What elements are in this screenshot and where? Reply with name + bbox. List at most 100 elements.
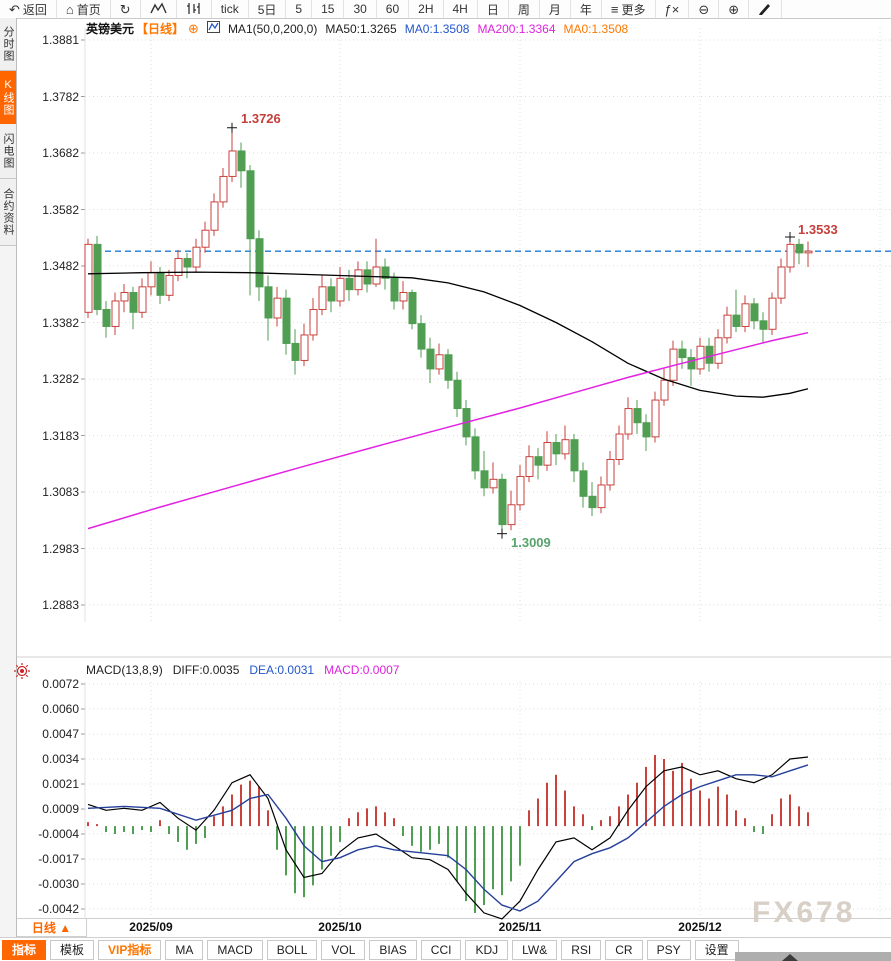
macd-axis-label: 0.0021: [42, 777, 79, 791]
ma0-orange-value: MA0:1.3508: [563, 21, 629, 36]
zoom-out-button[interactable]: ⊖: [689, 0, 720, 18]
price-axis-label: 1.2883: [42, 598, 79, 612]
indicator-settings-icon[interactable]: [13, 662, 31, 683]
macd-axis-label: -0.0030: [38, 877, 79, 891]
collapse-arrow-icon: [782, 954, 798, 961]
price-axis-label: 1.3881: [42, 33, 79, 47]
ma-config-label: MA1(50,0,200,0): [227, 21, 318, 36]
macd-axis-label: 0.0060: [42, 702, 79, 716]
month-label: 2025/10: [318, 920, 362, 934]
indicator-button-VOL[interactable]: VOL: [321, 939, 366, 960]
month-label: 2025/12: [678, 920, 722, 934]
period-badge[interactable]: 【日线】: [136, 22, 185, 36]
interval-2h-button[interactable]: 2H: [409, 0, 444, 18]
indicator-button-LW&[interactable]: LW&: [512, 939, 558, 960]
interval-4h-button[interactable]: 4H: [444, 0, 478, 18]
indicator-button-BIAS[interactable]: BIAS: [369, 939, 417, 960]
indicator-button-设置[interactable]: 设置: [694, 939, 739, 960]
interval-30-button[interactable]: 30: [344, 0, 377, 18]
interval-month-button[interactable]: 月: [540, 0, 571, 18]
sidebar-tab-K线图[interactable]: K线图: [0, 71, 16, 124]
indicator-button-VIP指标[interactable]: VIP指标: [98, 939, 162, 960]
mini-chart-icon: [206, 21, 220, 36]
line-chart-icon: [150, 2, 167, 17]
macd-axis-label: -0.0004: [38, 827, 79, 841]
add-indicator-icon[interactable]: ⊕: [188, 20, 199, 36]
macd-header: MACD(13,8,9) DIFF:0.0035 DEA:0.0031 MACD…: [86, 663, 399, 677]
month-label: 2025/09: [129, 920, 173, 934]
annotation-high: 1.3726: [241, 111, 281, 126]
interval-year-button[interactable]: 年: [571, 0, 602, 18]
indicator-button-KDJ[interactable]: KDJ: [465, 939, 509, 960]
indicator-button-CCI[interactable]: CCI: [420, 939, 462, 960]
price-axis-label: 1.3183: [42, 428, 79, 443]
indicator-button-指标[interactable]: 指标: [2, 939, 47, 960]
draw-icon: [758, 1, 772, 17]
top-toolbar: ↶ 返回 ⌂ 首页 ↻ tick 5日 5 15 30 60 2H 4H 日周月年 ≡ 更多 ƒ× ⊖ ⊕: [0, 0, 891, 19]
price-axis-label: 1.3782: [42, 89, 79, 104]
fx-button[interactable]: ƒ×: [656, 0, 690, 18]
interval-5-button[interactable]: 5: [286, 0, 313, 18]
chart-header: 英镑美元 【日线】 ⊕ MA1(50,0,200,0) MA50:1.3265 MA…: [86, 20, 628, 37]
sidebar-tab-合约资料[interactable]: 合约资料: [0, 179, 16, 246]
zoom-in-button[interactable]: ⊕: [719, 0, 750, 18]
zoom-out-icon: ⊖: [698, 1, 710, 17]
back-icon: ↶: [9, 1, 20, 17]
price-axis-label: 1.3682: [42, 146, 79, 160]
indicator-button-MA[interactable]: MA: [165, 939, 204, 960]
interval-5d-button[interactable]: 5日: [249, 0, 287, 18]
home-icon: ⌂: [65, 1, 74, 17]
ma50-value: MA50:1.3265: [325, 21, 397, 36]
refresh-button[interactable]: ↻: [111, 0, 141, 18]
price-axis-label: 1.3482: [42, 259, 79, 273]
back-button[interactable]: ↶ 返回: [0, 0, 57, 18]
ma0-blue-value: MA0:1.3508: [404, 21, 470, 36]
macd-axis-label: 0.0047: [42, 727, 79, 741]
chart-type-sidebar: 分时图 K线图 闪电图 合约资料: [0, 18, 17, 937]
price-axis-label: 1.3582: [42, 202, 79, 217]
interval-15-button[interactable]: 15: [312, 0, 345, 18]
price-axis-label: 1.2983: [42, 541, 79, 556]
month-label: 2025/11: [498, 920, 542, 934]
sidebar-tab-分时图[interactable]: 分时图: [0, 18, 16, 71]
zoom-in-icon: ⊕: [728, 1, 740, 17]
draw-button[interactable]: [749, 0, 783, 18]
watermark: FX678: [752, 896, 856, 929]
indicator-button-模板[interactable]: 模板: [50, 939, 95, 960]
indicator-button-RSI[interactable]: RSI: [561, 939, 602, 960]
bottom-toolbar: 指标 模板 VIP指标 MA MACD BOLL VOL BIAS CCI KDJ LW& RSI CR…: [0, 937, 891, 961]
macd-axis-label: 0.0009: [42, 802, 79, 816]
candlestick-button[interactable]: [177, 0, 212, 18]
indicator-button-BOLL[interactable]: BOLL: [266, 939, 318, 960]
more-button[interactable]: ≡ 更多: [602, 0, 656, 18]
candlestick-icon: [186, 2, 202, 17]
macd-dea-value: DEA:0.0031: [249, 663, 315, 677]
macd-title: MACD(13,8,9): [86, 663, 163, 677]
interval-day-button[interactable]: 日: [478, 0, 509, 18]
fx-icon: ƒ×: [664, 1, 680, 17]
x-axis-row: 日线 ▲: [17, 918, 891, 937]
interval-60-button[interactable]: 60: [377, 0, 410, 18]
price-axis-label: 1.3382: [42, 315, 79, 330]
interval-tick-button[interactable]: tick: [212, 0, 249, 18]
ma200-value: MA200:1.3364: [477, 21, 556, 36]
home-button[interactable]: ⌂ 首页: [57, 0, 111, 18]
indicator-button-CR[interactable]: CR: [605, 939, 643, 960]
indicator-button-PSY[interactable]: PSY: [646, 939, 691, 960]
macd-diff-value: DIFF:0.0035: [172, 663, 240, 677]
line-chart-button[interactable]: [141, 0, 177, 18]
macd-axis-label: -0.0042: [38, 902, 79, 916]
indicator-button-MACD[interactable]: MACD: [207, 939, 263, 960]
macd-hist-value: MACD:0.0007: [324, 663, 400, 677]
sidebar-tab-闪电图[interactable]: 闪电图: [0, 124, 16, 179]
panel-collapse-handle[interactable]: [735, 952, 891, 961]
price-axis-label: 1.3083: [42, 485, 79, 499]
macd-axis-label: 0.0072: [42, 677, 79, 691]
price-axis-label: 1.3282: [42, 372, 79, 386]
more-icon: ≡: [610, 1, 619, 17]
macd-axis-label: 0.0034: [42, 752, 79, 766]
interval-week-button[interactable]: 周: [509, 0, 540, 18]
period-selector[interactable]: 日线 ▲: [17, 919, 87, 937]
